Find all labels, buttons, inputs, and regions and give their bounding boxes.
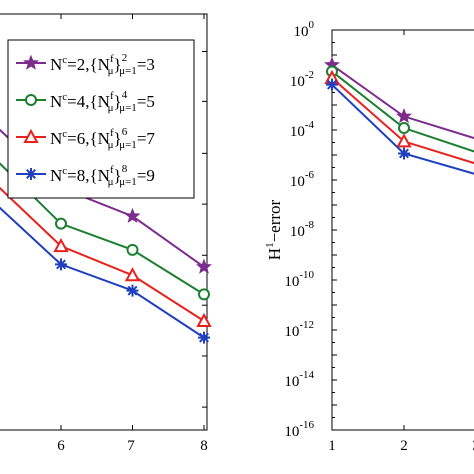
right-series-1 xyxy=(324,56,474,140)
legend-box xyxy=(7,39,195,199)
left-data-point xyxy=(55,258,67,271)
right-ylabel: H1−error xyxy=(264,199,284,260)
right-ytick-label: 10-12 xyxy=(284,319,314,340)
right-data-point xyxy=(398,147,410,160)
right-series-4 xyxy=(326,78,474,175)
left-series-line xyxy=(0,206,205,339)
right-ytick-label: 100 xyxy=(294,19,315,40)
left-xtick-label: 8 xyxy=(200,438,208,454)
right-ytick-label: 10-14 xyxy=(284,369,314,390)
right-ytick-label: 10-16 xyxy=(284,419,314,440)
right-ytick-labels: 100 10-2 10-4 10-6 10-8 10-10 10-12 10-14 10-16 xyxy=(284,19,314,440)
left-xtick-label: 7 xyxy=(127,438,135,454)
left-xtick-label: 6 xyxy=(57,438,65,454)
right-ytick-label: 10-2 xyxy=(290,69,314,90)
right-xtick-label: 2 xyxy=(400,438,408,454)
legend-entry-3: Nc=6,{Nf μ}6 μ=1=7 xyxy=(50,126,155,151)
left-series-3 xyxy=(0,186,212,328)
legend-marker xyxy=(25,94,37,106)
right-data-point xyxy=(396,108,412,124)
left-plot-frame xyxy=(0,13,208,431)
right-series xyxy=(324,56,474,175)
left-data-point xyxy=(126,284,139,297)
right-xtick-label: 3 xyxy=(472,438,474,454)
legend-marker xyxy=(23,54,39,70)
left-data-point xyxy=(196,312,212,328)
left-data-point xyxy=(196,258,212,274)
left-data-point xyxy=(124,267,141,282)
legend-entry-1: Nc=2,{Nf μ}2 μ=1=3 xyxy=(50,52,155,77)
right-ytick-label: 10-4 xyxy=(290,119,315,140)
right-ytick-label: 10-6 xyxy=(290,169,315,190)
right-data-point xyxy=(398,122,410,135)
left-data-point xyxy=(198,288,210,301)
left-data-point xyxy=(124,207,141,223)
right-ytick-label: 10-10 xyxy=(284,269,314,290)
left-series-line xyxy=(0,186,205,322)
right-xtick-label: 1 xyxy=(328,438,336,454)
right-data-point xyxy=(326,78,338,91)
right-plot-frame xyxy=(331,29,474,431)
left-ticks xyxy=(60,14,207,430)
legend-entry-4: Nc=8,{Nf μ}8 μ=1=9 xyxy=(50,163,155,188)
right-series-2 xyxy=(326,65,474,153)
legend: Nc=2,{Nf μ}2 μ=1=3 Nc=4,{Nf μ}4 μ=1=5 Nc=6,{… xyxy=(7,39,195,199)
right-chart: 10010-210-410-610-810-1010-1210-1410-16 … xyxy=(264,19,474,454)
legend-marker xyxy=(25,168,37,180)
left-chart: 6 7 8 Nc=2,{Nf μ}2 μ=1=3 Nc=4,{Nf μ}4 μ=1=5 … xyxy=(0,13,212,454)
legend-marker xyxy=(23,128,39,143)
left-series-4 xyxy=(0,206,210,344)
legend-keys xyxy=(16,54,46,180)
left-data-point xyxy=(198,331,210,344)
right-ytick-label: 10-8 xyxy=(290,219,315,240)
left-data-point xyxy=(126,243,139,256)
legend-entry-2: Nc=4,{Nf μ}4 μ=1=5 xyxy=(50,89,155,114)
left-data-point xyxy=(55,217,67,230)
right-data-point xyxy=(396,133,412,148)
left-data-point xyxy=(53,238,69,253)
right-ticks xyxy=(331,29,405,431)
